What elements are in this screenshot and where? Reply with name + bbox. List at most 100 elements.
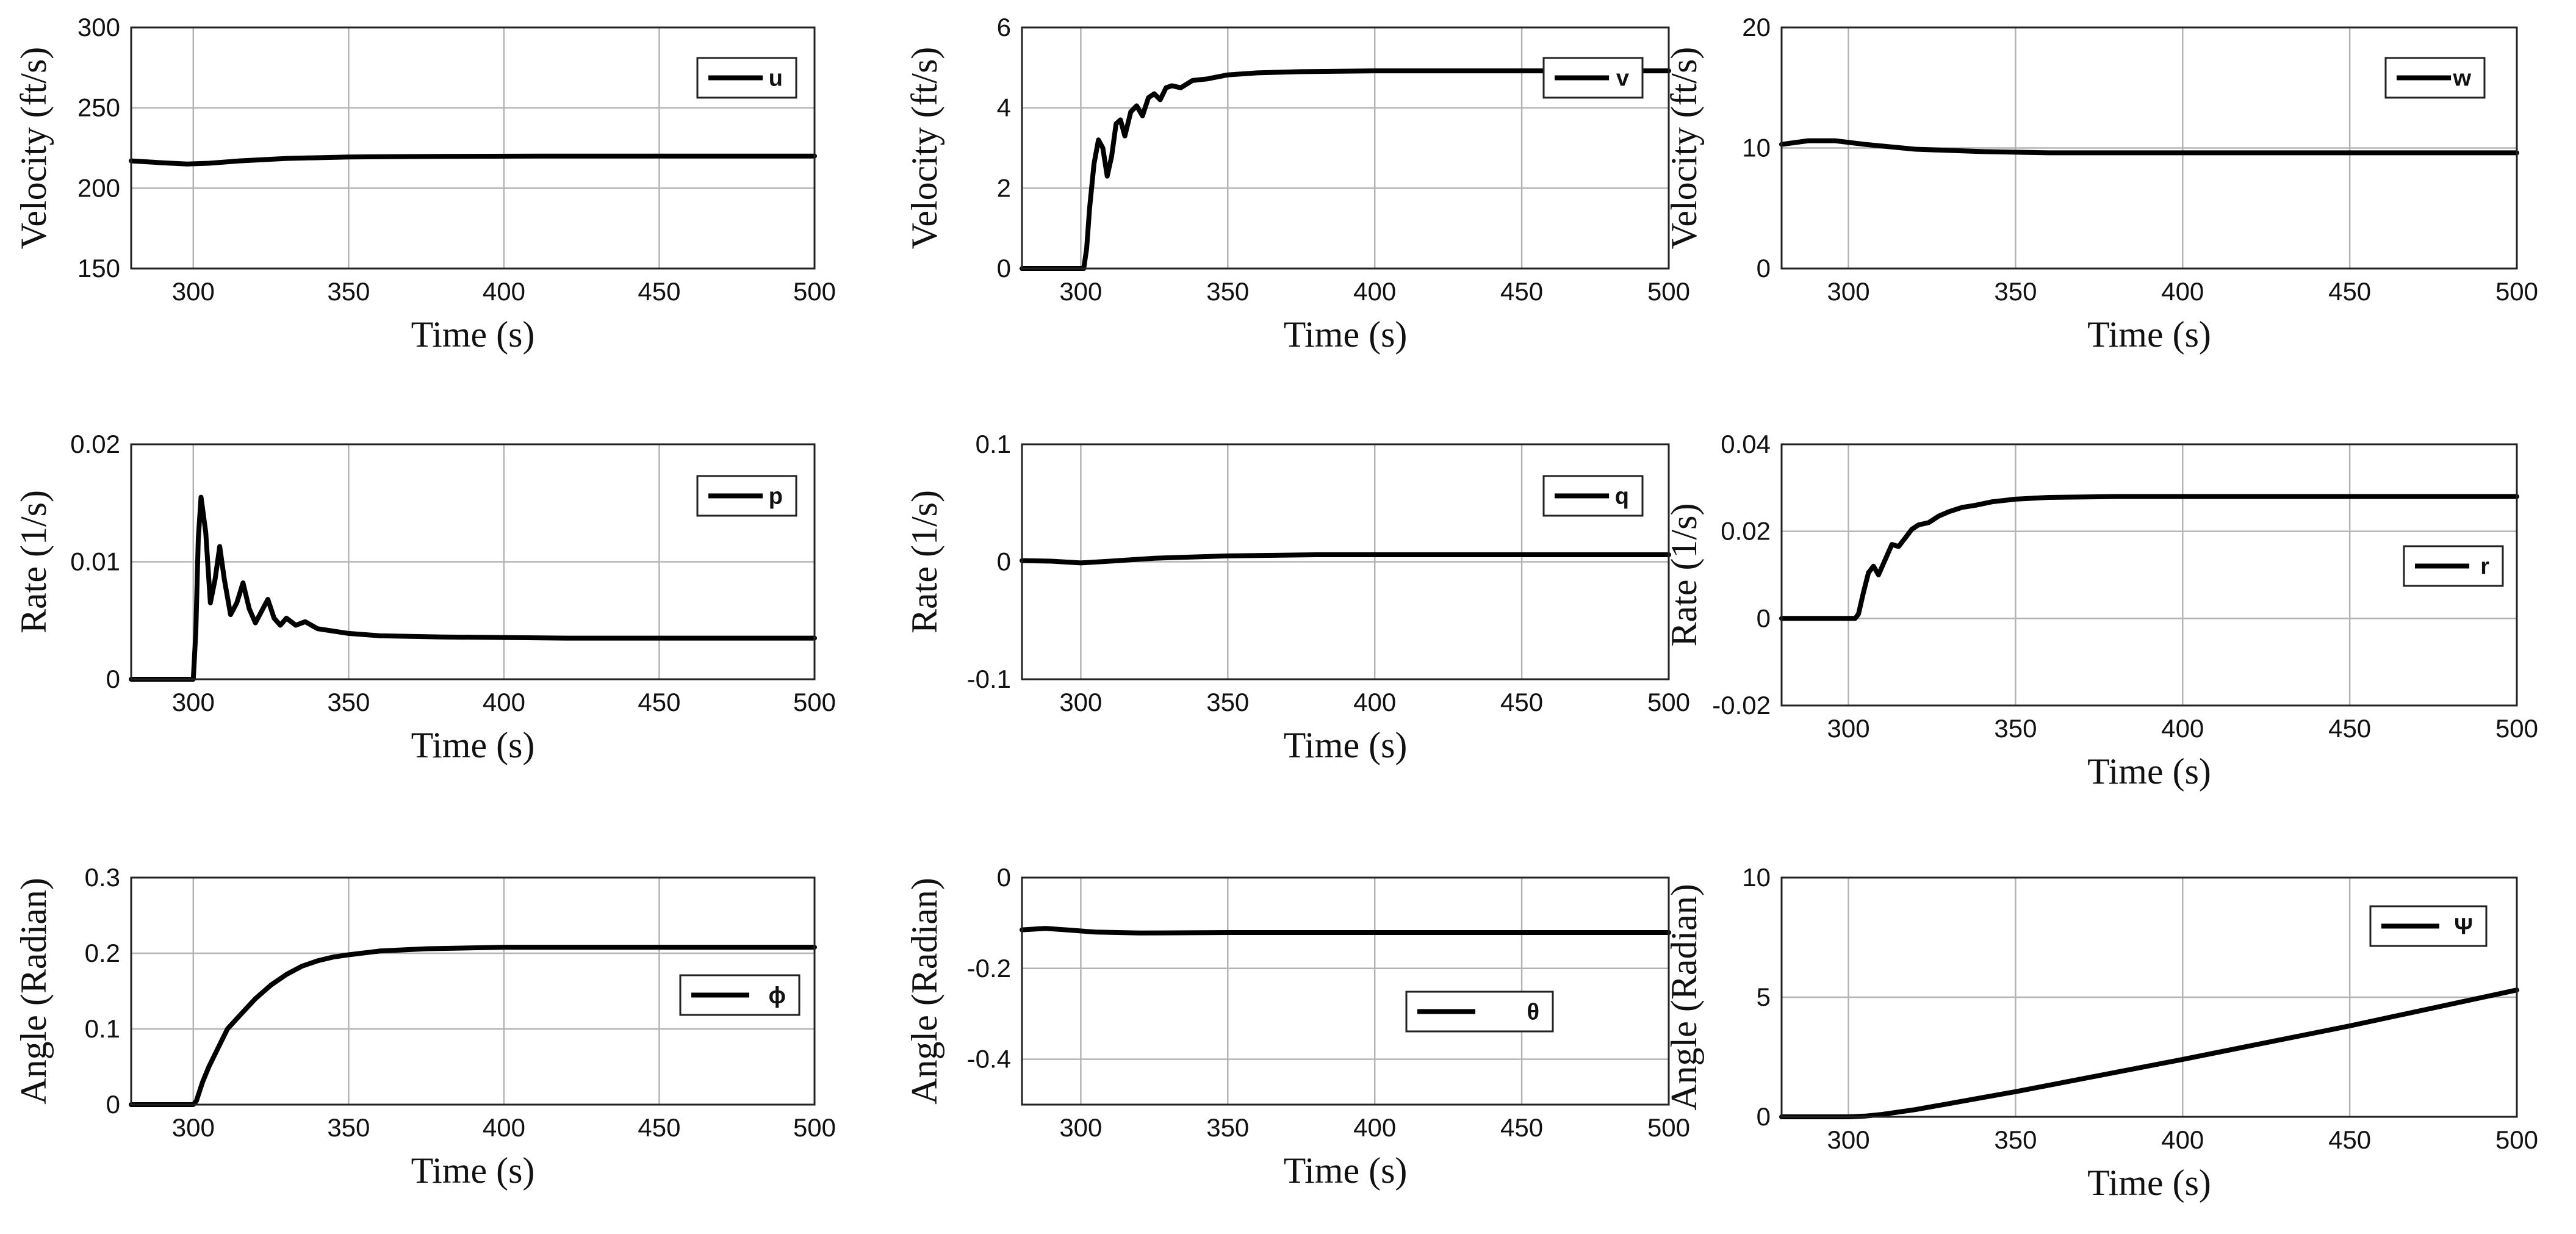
plot-frame bbox=[1021, 26, 1670, 270]
legend-label: u bbox=[769, 66, 783, 92]
x-axis-label: Time (s) bbox=[1284, 1150, 1408, 1191]
y-tick-label: 150 bbox=[77, 254, 120, 283]
x-axis-label: Time (s) bbox=[411, 314, 535, 355]
x-tick-label: 350 bbox=[1994, 1125, 2037, 1154]
series-line-phi bbox=[129, 945, 817, 1107]
legend: v bbox=[1542, 57, 1644, 99]
x-tick-label: 300 bbox=[1827, 714, 1870, 743]
x-tick-label: 300 bbox=[1059, 1113, 1102, 1142]
x-tick-label: 500 bbox=[1647, 688, 1690, 716]
x-tick-label: 450 bbox=[638, 688, 680, 716]
legend-label: r bbox=[2480, 554, 2489, 580]
x-axis-label: Time (s) bbox=[411, 1150, 535, 1191]
y-tick-label: -0.4 bbox=[967, 1045, 1011, 1073]
y-tick-label: 0.1 bbox=[85, 1014, 120, 1043]
plot-frame bbox=[130, 443, 816, 680]
y-tick-label: 4 bbox=[997, 93, 1011, 122]
x-tick-label: 350 bbox=[1206, 688, 1249, 716]
y-tick-label: 20 bbox=[1742, 13, 1771, 41]
y-tick-label: 10 bbox=[1742, 863, 1771, 892]
series-line-v bbox=[1020, 68, 1671, 271]
x-tick-label: 400 bbox=[483, 1113, 525, 1142]
x-axis-label: Time (s) bbox=[1284, 725, 1408, 765]
x-tick-label: 450 bbox=[1500, 688, 1543, 716]
x-axis-label: Time (s) bbox=[2087, 751, 2211, 792]
y-tick-label: 250 bbox=[77, 93, 120, 122]
y-tick-label: 10 bbox=[1742, 134, 1771, 162]
x-tick-label: 300 bbox=[1059, 277, 1102, 306]
y-tick-label: 0 bbox=[1757, 604, 1771, 632]
plot-frame bbox=[1780, 443, 2518, 707]
x-tick-label: 500 bbox=[2495, 277, 2538, 306]
y-tick-label: 0.04 bbox=[1721, 430, 1771, 458]
series-line-p bbox=[129, 494, 817, 682]
subplot-v: 300 350 400 450 500 0 2 4 6 Time (s) Velocity (ft/… bbox=[904, 13, 1690, 355]
y-axis-label: Velocity (ft/s) bbox=[904, 47, 944, 250]
y-tick-label: 0 bbox=[997, 547, 1011, 576]
x-tick-label: 300 bbox=[1059, 688, 1102, 716]
subplot-w: 300 350 400 450 500 0 10 20 Time (s) Velocity (ft… bbox=[1664, 13, 2538, 355]
x-tick-label: 500 bbox=[793, 1113, 836, 1142]
x-tick-label: 300 bbox=[1827, 277, 1870, 306]
x-tick-label: 350 bbox=[1994, 277, 2037, 306]
x-tick-label: 500 bbox=[1647, 1113, 1690, 1142]
y-tick-label: 0.02 bbox=[1721, 517, 1771, 546]
y-axis-label: Angle (Radian) bbox=[13, 878, 54, 1105]
plot-frame bbox=[1021, 443, 1670, 680]
x-tick-label: 350 bbox=[1994, 714, 2037, 743]
y-tick-label: -0.02 bbox=[1712, 691, 1771, 720]
x-tick-label: 450 bbox=[1500, 1113, 1543, 1142]
y-tick-label: 0 bbox=[106, 1090, 120, 1119]
x-axis-label: Time (s) bbox=[2087, 314, 2211, 355]
x-axis-label: Time (s) bbox=[2087, 1163, 2211, 1203]
x-tick-label: 400 bbox=[1353, 688, 1396, 716]
legend-label: q bbox=[1615, 484, 1629, 510]
plot-frame bbox=[1780, 876, 2518, 1118]
plot-frame bbox=[1780, 26, 2518, 270]
legend: w bbox=[2384, 57, 2486, 99]
subplot-psi: 300 350 400 450 500 0 5 10 Time (s) Angle (Radian… bbox=[1664, 863, 2538, 1203]
y-tick-label: 5 bbox=[1757, 983, 1771, 1011]
x-tick-label: 300 bbox=[172, 277, 215, 306]
x-tick-label: 400 bbox=[2161, 714, 2204, 743]
legend: Ψ bbox=[2369, 905, 2488, 947]
y-axis-label: Angle (Radian) bbox=[1664, 884, 1704, 1111]
y-axis-label: Rate (1/s) bbox=[1664, 503, 1704, 647]
y-tick-label: 0.01 bbox=[70, 547, 120, 576]
y-tick-label: -0.2 bbox=[967, 954, 1011, 983]
y-tick-label: 300 bbox=[77, 13, 120, 41]
series-line-q bbox=[1020, 552, 1671, 566]
x-tick-label: 500 bbox=[2495, 714, 2538, 743]
plot-frame bbox=[130, 876, 816, 1106]
legend-label: v bbox=[1616, 66, 1629, 92]
y-axis-label: Velocity (ft/s) bbox=[13, 47, 54, 250]
x-tick-label: 350 bbox=[327, 1113, 370, 1142]
x-tick-label: 400 bbox=[2161, 1125, 2204, 1154]
y-tick-label: 0 bbox=[1757, 254, 1771, 283]
y-tick-label: -0.1 bbox=[967, 665, 1011, 693]
x-tick-label: 450 bbox=[2328, 714, 2371, 743]
plot-frame bbox=[130, 26, 816, 270]
x-tick-label: 350 bbox=[1206, 1113, 1249, 1142]
subplot-theta: 300 350 400 450 500 -0.4 -0.2 0 Time (s) Angle (R… bbox=[904, 863, 1690, 1191]
x-tick-label: 500 bbox=[793, 688, 836, 716]
y-tick-label: 0 bbox=[106, 665, 120, 693]
y-tick-label: 0.02 bbox=[70, 430, 120, 458]
x-axis-label: Time (s) bbox=[1284, 314, 1408, 355]
y-tick-label: 0.3 bbox=[85, 863, 120, 892]
x-tick-label: 400 bbox=[483, 688, 525, 716]
subplot-p: 300 350 400 450 500 0 0.01 0.02 Time (s) Rate (1/… bbox=[13, 430, 836, 765]
legend: u bbox=[696, 57, 797, 99]
x-tick-label: 400 bbox=[1353, 277, 1396, 306]
x-tick-label: 350 bbox=[1206, 277, 1249, 306]
legend-label: Ψ bbox=[2454, 914, 2473, 940]
x-tick-label: 350 bbox=[327, 277, 370, 306]
x-tick-label: 450 bbox=[638, 1113, 680, 1142]
x-tick-label: 450 bbox=[2328, 277, 2371, 306]
plot-area bbox=[1022, 878, 1669, 1105]
y-axis-label: Velocity (ft/s) bbox=[1664, 47, 1704, 250]
x-tick-label: 350 bbox=[327, 688, 370, 716]
legend: θ bbox=[1405, 990, 1554, 1033]
legend: r bbox=[2403, 545, 2504, 587]
